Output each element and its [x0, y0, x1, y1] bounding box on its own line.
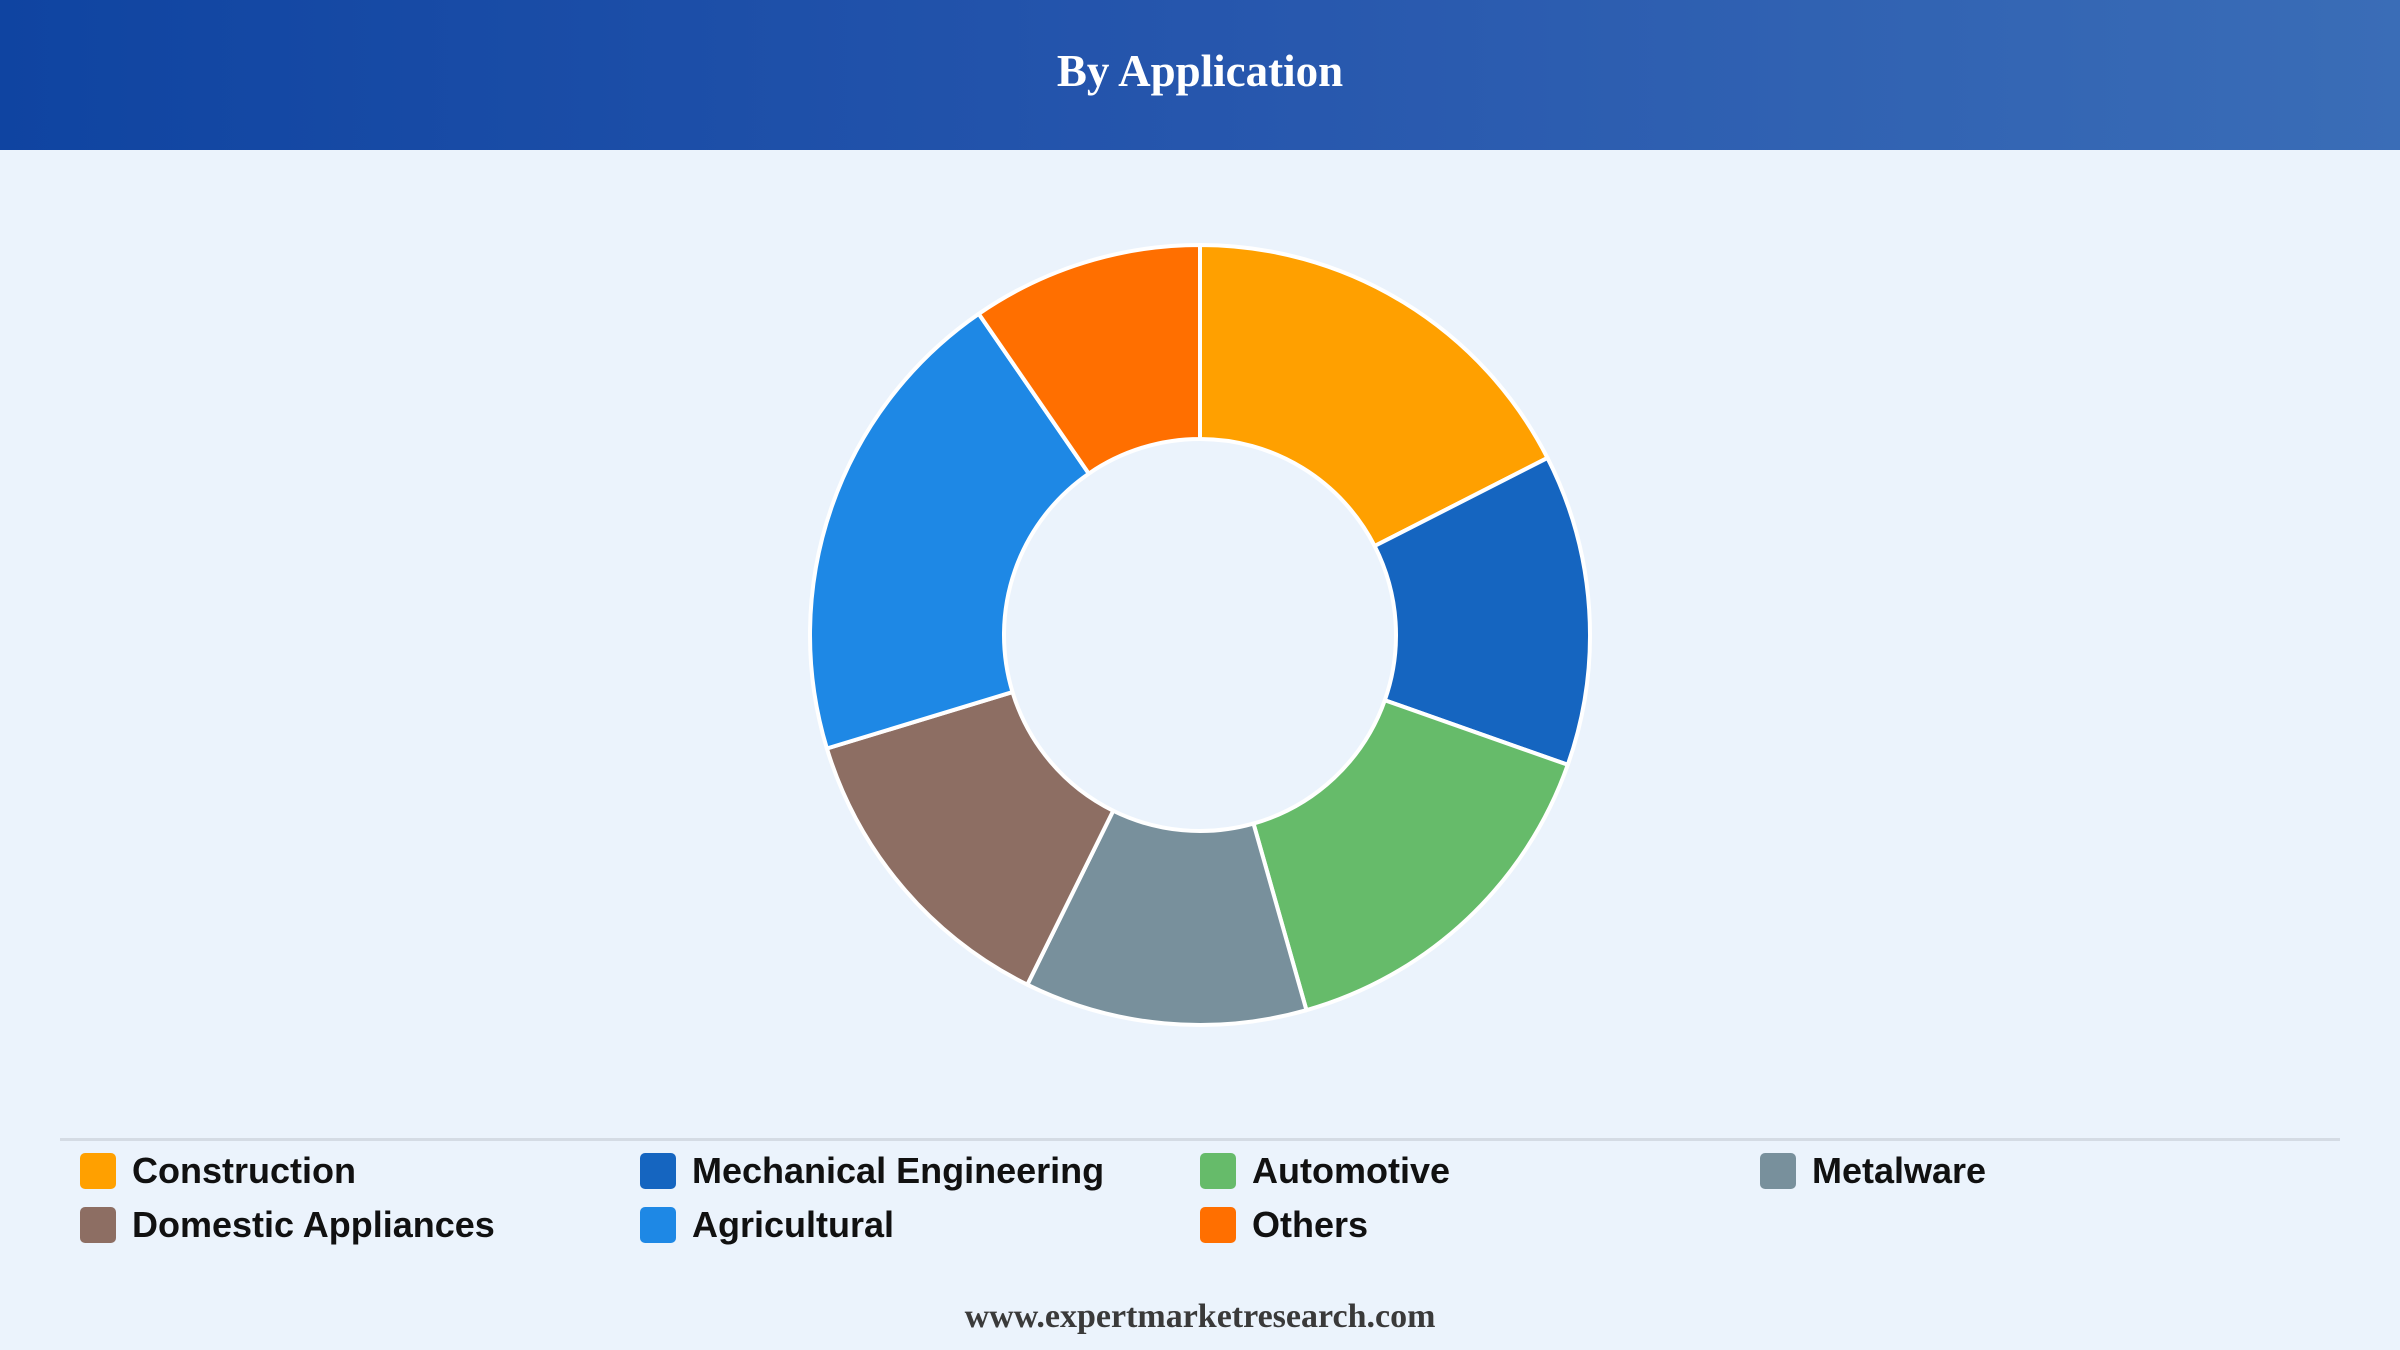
- legend-item-domestic-appliances[interactable]: Domestic Appliances: [80, 1204, 640, 1245]
- donut-slice-others[interactable]: [976, 243, 1202, 476]
- legend-divider: [60, 1138, 2340, 1141]
- legend-item-agricultural[interactable]: Agricultural: [640, 1204, 1200, 1245]
- legend-swatch: [1760, 1152, 1796, 1189]
- chart-title: By Application: [1056, 46, 1344, 96]
- chart-area: [0, 150, 2400, 1110]
- legend-label: Metalware: [1812, 1149, 1987, 1191]
- legend-item-metalware[interactable]: Metalware: [1760, 1150, 2320, 1191]
- legend-item-mechanical-engineering[interactable]: Mechanical Engineering: [640, 1150, 1200, 1191]
- source-footer: www.expertmarketresearch.com: [964, 1298, 1436, 1335]
- legend-label: Construction: [132, 1149, 356, 1191]
- donut-slice-metalware[interactable]: [1025, 808, 1309, 1027]
- legend-swatch: [80, 1206, 116, 1243]
- legend-label: Automotive: [1252, 1149, 1450, 1191]
- legend-label: Mechanical Engineering: [692, 1149, 1105, 1191]
- donut-slice-automotive[interactable]: [1251, 698, 1570, 1013]
- legend-label: Agricultural: [692, 1203, 895, 1245]
- donut-chart: [808, 243, 1592, 1027]
- legend-swatch: [1200, 1206, 1236, 1243]
- legend-swatch: [640, 1152, 676, 1189]
- legend-item-construction[interactable]: Construction: [80, 1150, 640, 1191]
- donut-slice-construction[interactable]: [1198, 243, 1550, 549]
- legend-item-automotive[interactable]: Automotive: [1200, 1150, 1760, 1191]
- legend-swatch: [80, 1152, 116, 1189]
- donut-slice-mechanical-engineering[interactable]: [1372, 455, 1592, 767]
- legend-item-others[interactable]: Others: [1200, 1204, 1760, 1245]
- header-banner: By Application: [0, 0, 2400, 150]
- legend-swatch: [640, 1206, 676, 1243]
- donut-slice-agricultural[interactable]: [808, 311, 1091, 751]
- legend-label: Domestic Appliances: [132, 1203, 495, 1245]
- donut-slice-domestic-appliances[interactable]: [824, 690, 1116, 987]
- legend-swatch: [1200, 1152, 1236, 1189]
- legend: Construction Mechanical Engineering Auto…: [80, 1150, 2320, 1245]
- legend-label: Others: [1252, 1203, 1369, 1245]
